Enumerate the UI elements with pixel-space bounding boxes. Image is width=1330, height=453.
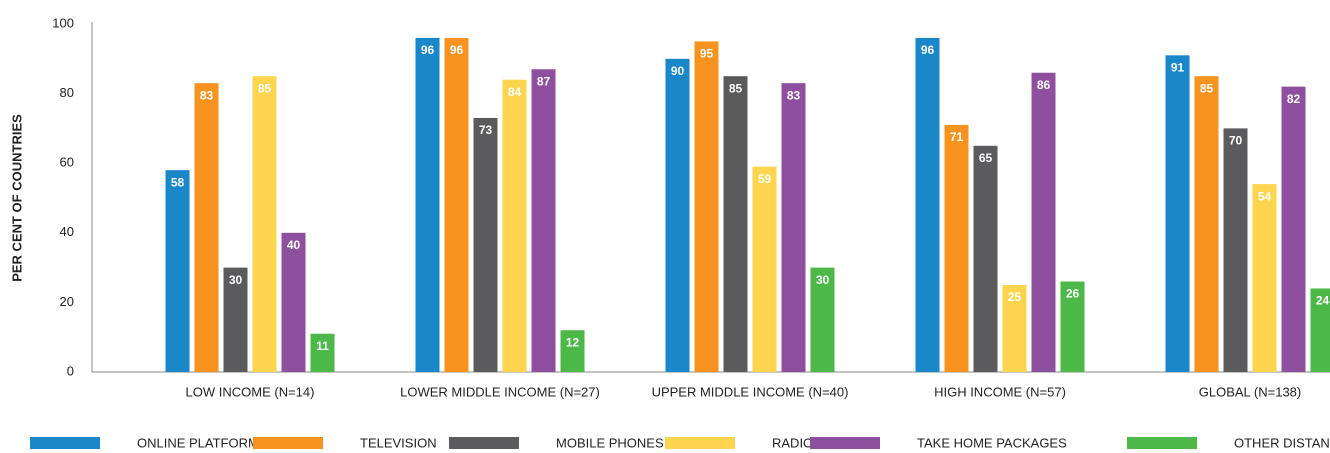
bar xyxy=(973,145,998,372)
bar xyxy=(473,117,498,373)
bar xyxy=(1223,128,1248,372)
bar xyxy=(944,124,969,372)
value-label: 87 xyxy=(537,74,551,88)
value-label: 65 xyxy=(979,151,993,165)
value-label: 54 xyxy=(1258,189,1272,203)
x-tick-label: GLOBAL (N=138) xyxy=(1199,384,1301,399)
bar xyxy=(1002,285,1027,372)
y-tick-label: 0 xyxy=(67,363,74,378)
bar xyxy=(723,76,748,372)
y-tick-label: 40 xyxy=(60,224,74,239)
bar xyxy=(1281,86,1306,372)
bar xyxy=(1194,76,1219,372)
value-label: 71 xyxy=(950,130,964,144)
bar xyxy=(752,166,777,372)
legend-label: MOBILE PHONES xyxy=(556,435,664,450)
value-label: 24 xyxy=(1316,294,1330,308)
y-tick-label: 80 xyxy=(60,85,74,100)
legend-swatch xyxy=(253,437,323,449)
y-tick-label: 20 xyxy=(60,294,74,309)
legend-swatch xyxy=(1127,437,1197,449)
legend-swatch xyxy=(30,437,100,449)
bar xyxy=(1031,72,1056,372)
legend-label: RADIO xyxy=(772,435,813,450)
legend-label: OTHER DISTANCE LEARNING xyxy=(1234,435,1330,450)
value-label: 30 xyxy=(816,273,830,287)
bar xyxy=(531,69,556,373)
value-label: 25 xyxy=(1008,290,1022,304)
bar xyxy=(1310,288,1330,372)
legend-label: TAKE HOME PACKAGES xyxy=(917,435,1067,450)
bar xyxy=(252,76,277,372)
bar xyxy=(310,333,335,372)
bar xyxy=(502,79,527,373)
bar xyxy=(810,267,835,372)
value-label: 85 xyxy=(258,81,272,95)
y-tick-label: 60 xyxy=(60,155,74,170)
value-label: 95 xyxy=(700,47,714,61)
legend-swatch xyxy=(449,437,519,449)
bar xyxy=(281,232,306,372)
x-tick-label: LOWER MIDDLE INCOME (N=27) xyxy=(400,384,600,399)
value-label: 96 xyxy=(450,43,464,57)
value-label: 96 xyxy=(921,43,935,57)
x-tick-label: LOW INCOME (N=14) xyxy=(186,384,315,399)
legend-swatch xyxy=(810,437,880,449)
value-label: 12 xyxy=(566,335,580,349)
value-label: 85 xyxy=(729,81,743,95)
legend-label: ONLINE PLATFORMS xyxy=(137,435,268,450)
value-label: 91 xyxy=(1171,60,1185,74)
value-label: 90 xyxy=(671,64,685,78)
x-tick-label: UPPER MIDDLE INCOME (N=40) xyxy=(652,384,849,399)
value-label: 96 xyxy=(421,43,435,57)
x-tick-label: HIGH INCOME (N=57) xyxy=(934,384,1066,399)
value-label: 30 xyxy=(229,273,243,287)
value-label: 85 xyxy=(1200,81,1214,95)
bar xyxy=(223,267,248,372)
bar xyxy=(781,83,806,372)
value-label: 86 xyxy=(1037,78,1051,92)
value-label: 84 xyxy=(508,85,522,99)
bar xyxy=(560,330,585,372)
value-label: 40 xyxy=(287,238,301,252)
y-tick-label: 100 xyxy=(52,15,74,30)
bar xyxy=(665,58,690,373)
bar xyxy=(915,37,940,373)
y-axis-label: PER CENT OF COUNTRIES xyxy=(9,114,24,282)
bar xyxy=(1060,281,1085,372)
value-label: 59 xyxy=(758,172,772,186)
bar xyxy=(694,41,719,373)
value-label: 73 xyxy=(479,123,493,137)
value-label: 26 xyxy=(1066,287,1080,301)
bar xyxy=(1165,55,1190,372)
value-label: 11 xyxy=(316,339,329,353)
legend-label: TELEVISION xyxy=(360,435,437,450)
legend-swatch xyxy=(665,437,735,449)
bar xyxy=(444,37,469,373)
value-label: 82 xyxy=(1287,92,1301,106)
bar xyxy=(1252,184,1277,372)
bar xyxy=(415,37,440,373)
bar xyxy=(165,170,190,372)
value-label: 83 xyxy=(787,88,801,102)
value-label: 70 xyxy=(1229,134,1243,148)
bar xyxy=(194,83,219,372)
value-label: 58 xyxy=(171,175,185,189)
value-label: 83 xyxy=(200,88,214,102)
